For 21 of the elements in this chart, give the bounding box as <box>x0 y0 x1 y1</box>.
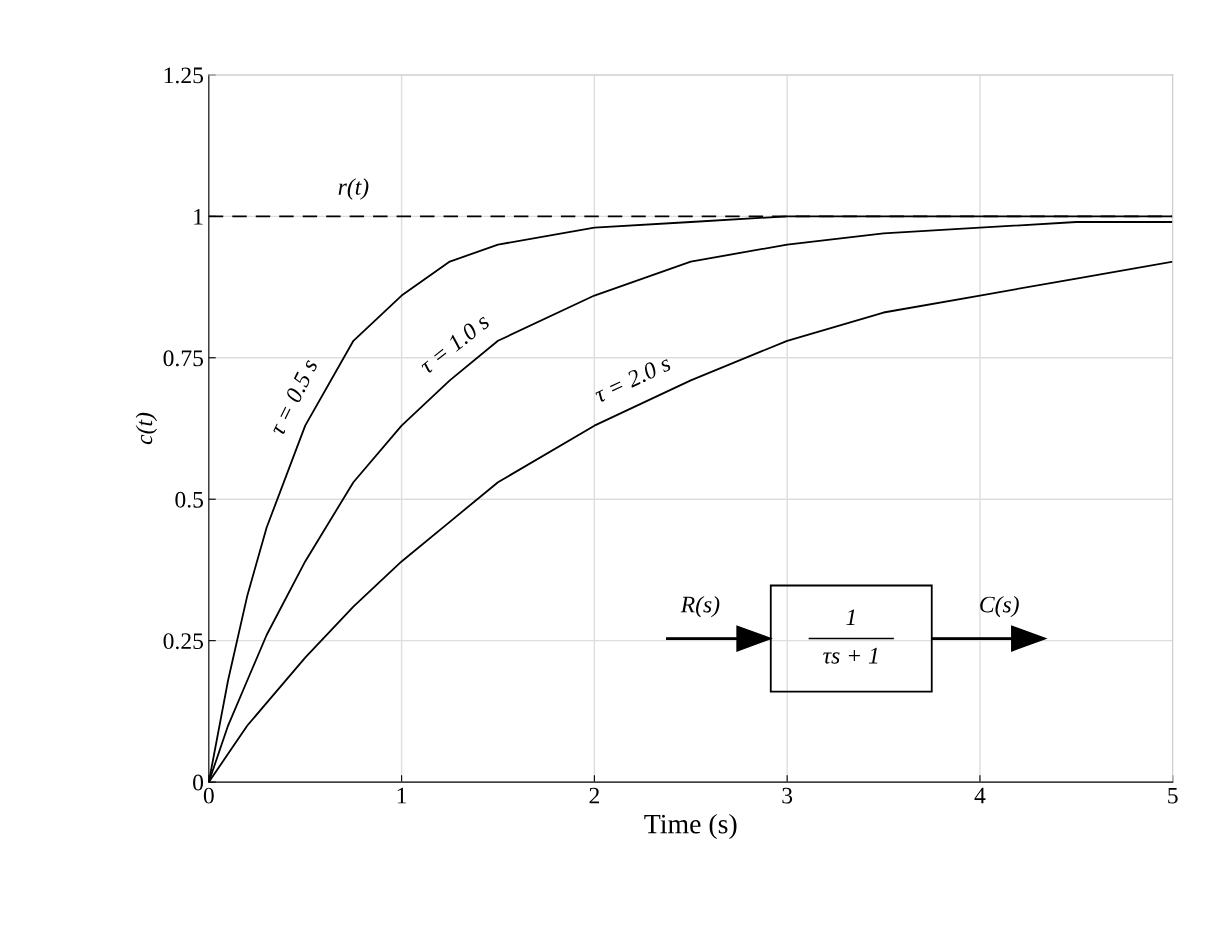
annotation: C(s) <box>980 595 1019 618</box>
y-tick-label: 0 <box>193 774 204 791</box>
x-tick-label: 1 <box>397 787 407 804</box>
x-tick-label: 5 <box>1168 787 1178 804</box>
y-axis-title: c(t) <box>135 412 158 445</box>
text: τ = 0.5 s <box>268 357 319 437</box>
text: τ = 1.0 s <box>418 312 491 375</box>
y-tick-label: 1 <box>194 208 203 225</box>
ref-line-label: r(t) <box>338 178 369 200</box>
y-tick-label: 1.25 <box>164 67 204 84</box>
text: τ = 2.0 s <box>592 354 672 404</box>
y-tick-label: 0.5 <box>175 491 204 508</box>
annotation: R(s) <box>680 595 720 618</box>
x-tick-label: 3 <box>782 787 793 804</box>
annotation: 1 <box>846 609 855 626</box>
y-tick-label: 0.25 <box>163 633 204 650</box>
annotation: τs + 1 <box>823 647 878 664</box>
y-tick-label: 0.75 <box>163 350 204 367</box>
x-tick-label: 2 <box>589 787 599 804</box>
x-tick-label: 4 <box>974 787 986 804</box>
x-axis-title: Time (s) <box>644 813 737 840</box>
